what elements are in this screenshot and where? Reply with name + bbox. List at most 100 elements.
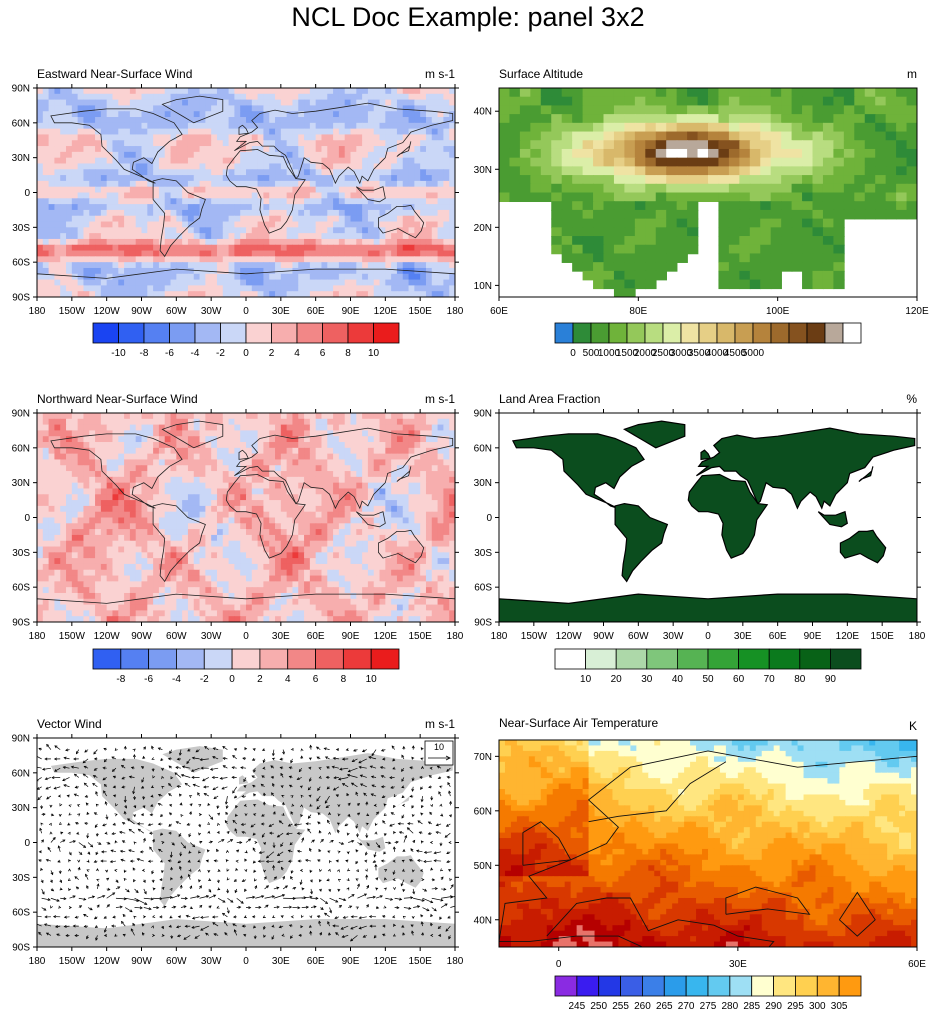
- field-cell: [425, 459, 433, 466]
- field-cell: [356, 285, 363, 292]
- field-cell: [95, 157, 102, 165]
- field-cell: [158, 111, 166, 118]
- field-cell: [129, 581, 137, 588]
- field-cell: [315, 563, 323, 571]
- field-cell: [48, 122, 56, 130]
- field-cell: [211, 227, 218, 234]
- field-cell: [228, 93, 235, 101]
- field-cell: [112, 221, 119, 228]
- field-cell: [414, 244, 421, 252]
- field-cell: [269, 285, 276, 292]
- field-cell: [269, 529, 276, 536]
- field-cell: [275, 534, 282, 542]
- field-cell: [240, 442, 247, 449]
- field-cell: [425, 105, 433, 112]
- field-cell: [83, 424, 90, 432]
- field-cell: [327, 186, 334, 194]
- field-cell: [141, 505, 148, 513]
- field-cell: [95, 151, 102, 159]
- field-cell: [182, 233, 189, 240]
- field-cell: [367, 453, 375, 461]
- field-cell: [112, 262, 119, 269]
- field-cell: [286, 575, 294, 582]
- field-cell: [193, 117, 201, 124]
- field-cell: [431, 447, 439, 455]
- field-cell: [269, 163, 276, 170]
- field-cell: [251, 227, 259, 234]
- field-cell: [216, 500, 224, 507]
- field-cell: [89, 529, 96, 536]
- field-cell: [391, 209, 398, 217]
- field-cell: [147, 523, 154, 530]
- field-cell: [362, 279, 369, 286]
- field-cell: [269, 88, 276, 95]
- field-cell: [391, 128, 398, 136]
- field-cell: [379, 262, 386, 269]
- field-cell: [135, 157, 143, 165]
- x-tick-label: 60W: [166, 306, 187, 317]
- field-cell: [391, 186, 398, 194]
- field-cell: [367, 157, 375, 165]
- field-cell: [77, 482, 85, 490]
- field-cell: [205, 88, 212, 95]
- field-cell: [71, 552, 79, 559]
- field-cell: [112, 198, 119, 205]
- field-cell: [257, 140, 265, 147]
- field-cell: [222, 163, 230, 170]
- field-cell: [408, 471, 415, 478]
- field-cell: [37, 146, 44, 153]
- field-cell: [118, 262, 125, 269]
- colorbar-box: [220, 322, 247, 344]
- field-cell: [280, 215, 288, 223]
- field-cell: [187, 227, 195, 234]
- field-cell: [263, 204, 270, 211]
- field-cell: [141, 198, 148, 205]
- field-cell: [414, 500, 421, 507]
- field-cell: [373, 151, 381, 159]
- field-cell: [118, 413, 125, 420]
- field-cell: [327, 93, 334, 101]
- field-cell: [251, 523, 259, 530]
- field-cell: [95, 291, 102, 297]
- field-cell: [228, 436, 235, 443]
- field-cell: [356, 140, 363, 147]
- field-cell: [118, 204, 125, 211]
- field-cell: [275, 262, 282, 269]
- field-cell: [286, 546, 294, 553]
- field-cell: [431, 534, 439, 542]
- field-cell: [222, 262, 230, 269]
- field-cell: [54, 267, 61, 275]
- field-cell: [367, 540, 375, 548]
- field-cell: [280, 238, 288, 246]
- field-cell: [71, 546, 79, 553]
- field-cell: [315, 552, 323, 559]
- field-cell: [37, 517, 44, 524]
- field-cell: [344, 180, 352, 188]
- field-cell: [216, 505, 224, 513]
- field-cell: [385, 273, 392, 281]
- field-cell: [77, 244, 85, 252]
- field-cell: [356, 215, 363, 223]
- field-cell: [396, 517, 404, 524]
- field-cell: [158, 581, 166, 588]
- field-cell: [385, 482, 392, 490]
- field-cell: [449, 563, 455, 571]
- field-cell: [222, 273, 230, 281]
- field-cell: [338, 186, 346, 194]
- field-cell: [443, 175, 450, 182]
- field-cell: [437, 575, 444, 582]
- field-cell: [425, 273, 433, 281]
- field-cell: [304, 517, 311, 524]
- field-cell: [240, 488, 247, 495]
- field-cell: [164, 494, 172, 501]
- field-cell: [182, 285, 189, 292]
- field-cell: [373, 128, 381, 136]
- field-cell: [420, 88, 427, 95]
- field-cell: [304, 111, 311, 118]
- field-cell: [420, 117, 427, 124]
- field-cell: [327, 488, 334, 495]
- field-cell: [251, 256, 259, 263]
- field-cell: [437, 424, 444, 432]
- field-cell: [135, 285, 143, 292]
- field-cell: [89, 88, 96, 95]
